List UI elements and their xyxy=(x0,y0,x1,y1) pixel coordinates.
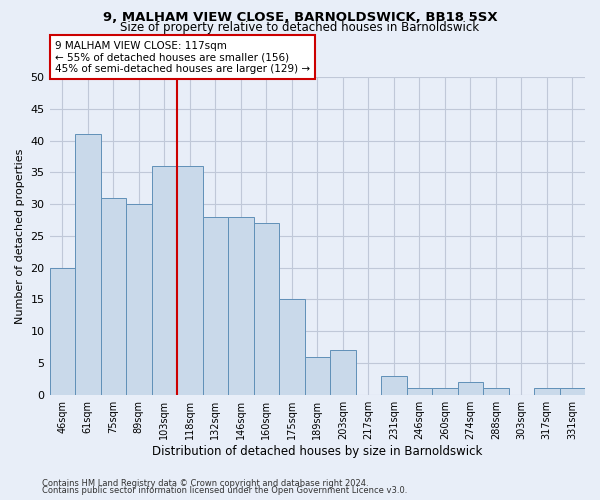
Bar xyxy=(152,166,177,394)
Text: Contains public sector information licensed under the Open Government Licence v3: Contains public sector information licen… xyxy=(42,486,407,495)
Bar xyxy=(560,388,585,394)
X-axis label: Distribution of detached houses by size in Barnoldswick: Distribution of detached houses by size … xyxy=(152,444,482,458)
Bar xyxy=(483,388,509,394)
Bar xyxy=(279,300,305,394)
Bar xyxy=(75,134,101,394)
Text: Contains HM Land Registry data © Crown copyright and database right 2024.: Contains HM Land Registry data © Crown c… xyxy=(42,478,368,488)
Bar xyxy=(177,166,203,394)
Text: Size of property relative to detached houses in Barnoldswick: Size of property relative to detached ho… xyxy=(121,22,479,35)
Bar xyxy=(330,350,356,395)
Bar xyxy=(381,376,407,394)
Text: 9 MALHAM VIEW CLOSE: 117sqm
← 55% of detached houses are smaller (156)
45% of se: 9 MALHAM VIEW CLOSE: 117sqm ← 55% of det… xyxy=(55,40,310,74)
Bar xyxy=(534,388,560,394)
Bar xyxy=(203,217,228,394)
Bar xyxy=(432,388,458,394)
Bar xyxy=(126,204,152,394)
Bar xyxy=(50,268,75,394)
Bar xyxy=(228,217,254,394)
Bar xyxy=(101,198,126,394)
Bar xyxy=(305,356,330,395)
Bar xyxy=(407,388,432,394)
Y-axis label: Number of detached properties: Number of detached properties xyxy=(15,148,25,324)
Text: 9, MALHAM VIEW CLOSE, BARNOLDSWICK, BB18 5SX: 9, MALHAM VIEW CLOSE, BARNOLDSWICK, BB18… xyxy=(103,11,497,24)
Bar xyxy=(254,223,279,394)
Bar xyxy=(458,382,483,394)
